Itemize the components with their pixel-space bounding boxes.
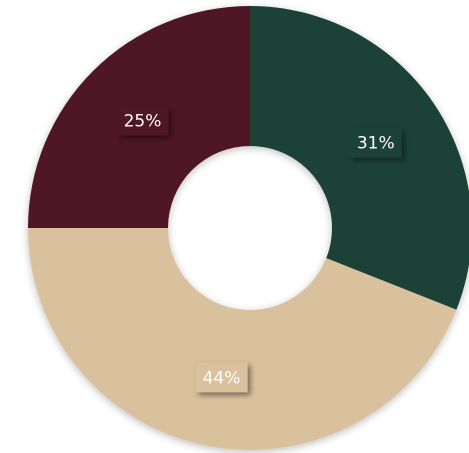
label-box [116,105,169,136]
donut [27,6,469,451]
labels: 31% 44% 25% [116,105,402,393]
data-label: 31% [357,134,395,154]
slice [250,6,469,310]
data-label: 44% [203,368,241,388]
slice [27,228,457,451]
data-label: 25% [124,112,162,132]
label-box [195,362,248,393]
label-box [349,127,402,158]
